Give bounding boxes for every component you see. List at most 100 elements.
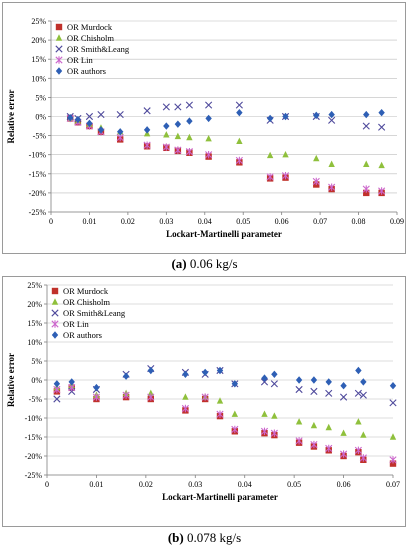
chart-b-data-point bbox=[360, 378, 367, 386]
chart-b-y-tick-label: 20% bbox=[27, 300, 42, 309]
chart-b-series-0 bbox=[53, 384, 397, 467]
chart-b-data-point bbox=[216, 410, 224, 418]
chart-a-data-point bbox=[266, 151, 274, 159]
chart-a-x-axis-title: Lockart-Martinelli parameter bbox=[166, 229, 282, 239]
chart-a-data-point bbox=[185, 147, 193, 156]
chart-b-y-tick-label: -5% bbox=[29, 395, 43, 404]
chart-b-data-point bbox=[340, 382, 347, 390]
chart-a-data-point bbox=[205, 101, 213, 109]
chart-a-series-4 bbox=[67, 108, 385, 136]
chart-a-data-point bbox=[86, 119, 93, 128]
caption-a: (a) 0.06 kg/s bbox=[0, 256, 409, 272]
chart-a-legend-marker bbox=[55, 56, 63, 64]
chart-a-data-point bbox=[174, 120, 182, 128]
chart-a-data-point bbox=[186, 133, 193, 141]
chart-a-data-point bbox=[328, 110, 335, 119]
chart-b-y-tick-label: 0% bbox=[31, 376, 42, 385]
chart-b-series-1 bbox=[53, 382, 397, 440]
chart-b-data-point bbox=[260, 378, 269, 386]
chart-b-data-point bbox=[231, 425, 239, 434]
chart-a-data-point bbox=[205, 114, 212, 123]
chart-a-data-point bbox=[186, 117, 193, 125]
chart-a-data-point bbox=[143, 141, 151, 149]
chart-a-data-point bbox=[162, 103, 170, 111]
chart-b: 25% 20% 15% 10% 5% 0% -5% -10% -15% -20% -25%0 0.01… bbox=[6, 281, 400, 502]
chart-b-data-point bbox=[122, 391, 130, 399]
chart-b-data-point bbox=[389, 382, 397, 390]
chart-b-data-point bbox=[147, 366, 154, 375]
chart-b-data-point bbox=[201, 368, 209, 377]
caption-a-text: 0.06 kg/s bbox=[186, 256, 238, 271]
chart-b-legend-marker bbox=[51, 331, 59, 339]
caption-b: (b) 0.078 kg/s bbox=[0, 530, 409, 546]
chart-b-data-point bbox=[93, 383, 100, 392]
chart-a-data-point bbox=[282, 112, 289, 121]
chart-b-data-point bbox=[355, 418, 362, 425]
chart-b-x-axis-title: Lockart-Martinelli parameter bbox=[162, 492, 278, 502]
chart-a-data-point bbox=[162, 143, 170, 151]
chart-a-data-point bbox=[236, 137, 243, 145]
chart-b-series-3 bbox=[53, 383, 397, 464]
chart-b-data-point bbox=[68, 378, 75, 386]
chart-b-legend-label: OR Lin bbox=[63, 319, 89, 329]
chart-a: 25% 20% 15% 10% 5% 0% -5% -10% -15% -20% -25%0 0.01… bbox=[6, 17, 404, 239]
chart-b-data-point bbox=[231, 380, 239, 388]
chart-b-data-point bbox=[359, 454, 367, 462]
chart-a-data-point bbox=[328, 116, 336, 124]
chart-a-data-point bbox=[313, 111, 320, 120]
chart-b-data-point bbox=[325, 444, 333, 453]
chart-b-data-point bbox=[53, 380, 61, 388]
chart-b-data-point bbox=[325, 378, 332, 386]
chart-a-x-tick-label: 0.09 bbox=[390, 217, 404, 226]
chart-a-data-point bbox=[363, 160, 370, 167]
chart-b-y-tick-label: -10% bbox=[25, 414, 43, 423]
chart-b-data-point bbox=[389, 460, 397, 467]
chart-b-data-point bbox=[310, 440, 318, 449]
chart-b-data-point bbox=[182, 393, 189, 400]
chart-a-x-tick-label: 0 bbox=[49, 217, 53, 226]
chart-b-data-point bbox=[339, 450, 348, 458]
chart-panel-b: 25% 20% 15% 10% 5% 0% -5% -10% -15% -20% -25% 0 0.01… bbox=[2, 276, 406, 527]
chart-a-data-point bbox=[236, 108, 243, 117]
chart-b-data-point bbox=[310, 421, 318, 429]
chart-b-legend-label: OR Murdock bbox=[63, 286, 109, 296]
chart-a-x-tick-label: 0.06 bbox=[275, 217, 289, 226]
chart-b-data-point bbox=[354, 389, 362, 397]
chart-b-y-tick-label: -20% bbox=[25, 452, 43, 461]
chart-b-data-point bbox=[354, 446, 362, 454]
caption-b-letter: (b) bbox=[167, 530, 184, 545]
chart-b-x-tick-label: 0.03 bbox=[188, 480, 202, 489]
chart-a-x-tick-label: 0.04 bbox=[198, 217, 212, 226]
chart-a-y-axis-title: Relative error bbox=[6, 89, 16, 143]
chart-a-data-point bbox=[85, 112, 94, 121]
chart-b-data-point bbox=[310, 376, 318, 384]
chart-panel-a: 25% 20% 15% 10% 5% 0% -5% -10% -15% -20% -25% 0 0.01… bbox=[2, 2, 406, 254]
chart-a-data-point bbox=[266, 173, 274, 181]
chart-b-y-tick-label: 5% bbox=[31, 357, 42, 366]
chart-a-data-point bbox=[205, 151, 213, 159]
chart-a-legend-label: OR Smith&Leang bbox=[67, 44, 130, 54]
chart-a-data-point bbox=[312, 177, 320, 186]
chart-a-legend-marker bbox=[55, 45, 63, 53]
chart-a-data-point bbox=[143, 107, 151, 115]
chart-b-data-point bbox=[122, 372, 130, 380]
chart-a-y-tick-label: 5% bbox=[35, 93, 46, 102]
chart-b-y-axis-title: Relative error bbox=[6, 353, 16, 407]
chart-a-data-point bbox=[67, 113, 74, 122]
chart-a-data-point bbox=[174, 103, 182, 111]
chart-a-y-tick-label: -15% bbox=[29, 170, 47, 179]
chart-b-legend-marker bbox=[51, 320, 59, 328]
chart-b-x-tick-label: 0.07 bbox=[386, 480, 400, 489]
chart-a-series-1 bbox=[67, 114, 385, 169]
chart-a-data-point bbox=[328, 160, 335, 167]
chart-a-data-point bbox=[266, 114, 274, 123]
chart-a-x-tick-label: 0.02 bbox=[121, 217, 135, 226]
chart-b-data-point bbox=[295, 418, 303, 425]
chart-b-series-4 bbox=[53, 366, 397, 392]
chart-b-data-point bbox=[360, 431, 367, 438]
chart-a-data-point bbox=[313, 154, 320, 162]
chart-a-y-tick-label: -5% bbox=[33, 132, 47, 141]
chart-b-data-point bbox=[216, 366, 224, 375]
chart-b-x-tick-label: 0.04 bbox=[238, 480, 252, 489]
chart-a-x-tick-label: 0.05 bbox=[236, 217, 250, 226]
